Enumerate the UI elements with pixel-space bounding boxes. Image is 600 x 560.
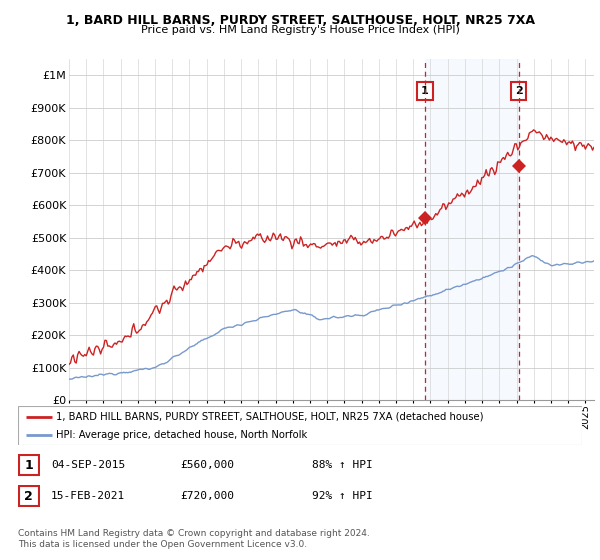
Text: 1: 1 [25, 459, 33, 472]
Text: £720,000: £720,000 [180, 491, 234, 501]
Text: 92% ↑ HPI: 92% ↑ HPI [312, 491, 373, 501]
Text: 88% ↑ HPI: 88% ↑ HPI [312, 460, 373, 470]
Text: 15-FEB-2021: 15-FEB-2021 [51, 491, 125, 501]
Text: HPI: Average price, detached house, North Norfolk: HPI: Average price, detached house, Nort… [56, 431, 308, 440]
Text: £560,000: £560,000 [180, 460, 234, 470]
Text: 2: 2 [25, 489, 33, 503]
Text: 1: 1 [421, 86, 428, 96]
Bar [425, 59, 518, 400]
Text: 1, BARD HILL BARNS, PURDY STREET, SALTHOUSE, HOLT, NR25 7XA (detached house): 1, BARD HILL BARNS, PURDY STREET, SALTHO… [56, 412, 484, 422]
Text: 04-SEP-2015: 04-SEP-2015 [51, 460, 125, 470]
Text: 1, BARD HILL BARNS, PURDY STREET, SALTHOUSE, HOLT, NR25 7XA: 1, BARD HILL BARNS, PURDY STREET, SALTHO… [65, 14, 535, 27]
Text: Price paid vs. HM Land Registry's House Price Index (HPI): Price paid vs. HM Land Registry's House … [140, 25, 460, 35]
Text: 2: 2 [515, 86, 523, 96]
Text: Contains HM Land Registry data © Crown copyright and database right 2024.
This d: Contains HM Land Registry data © Crown c… [18, 529, 370, 549]
